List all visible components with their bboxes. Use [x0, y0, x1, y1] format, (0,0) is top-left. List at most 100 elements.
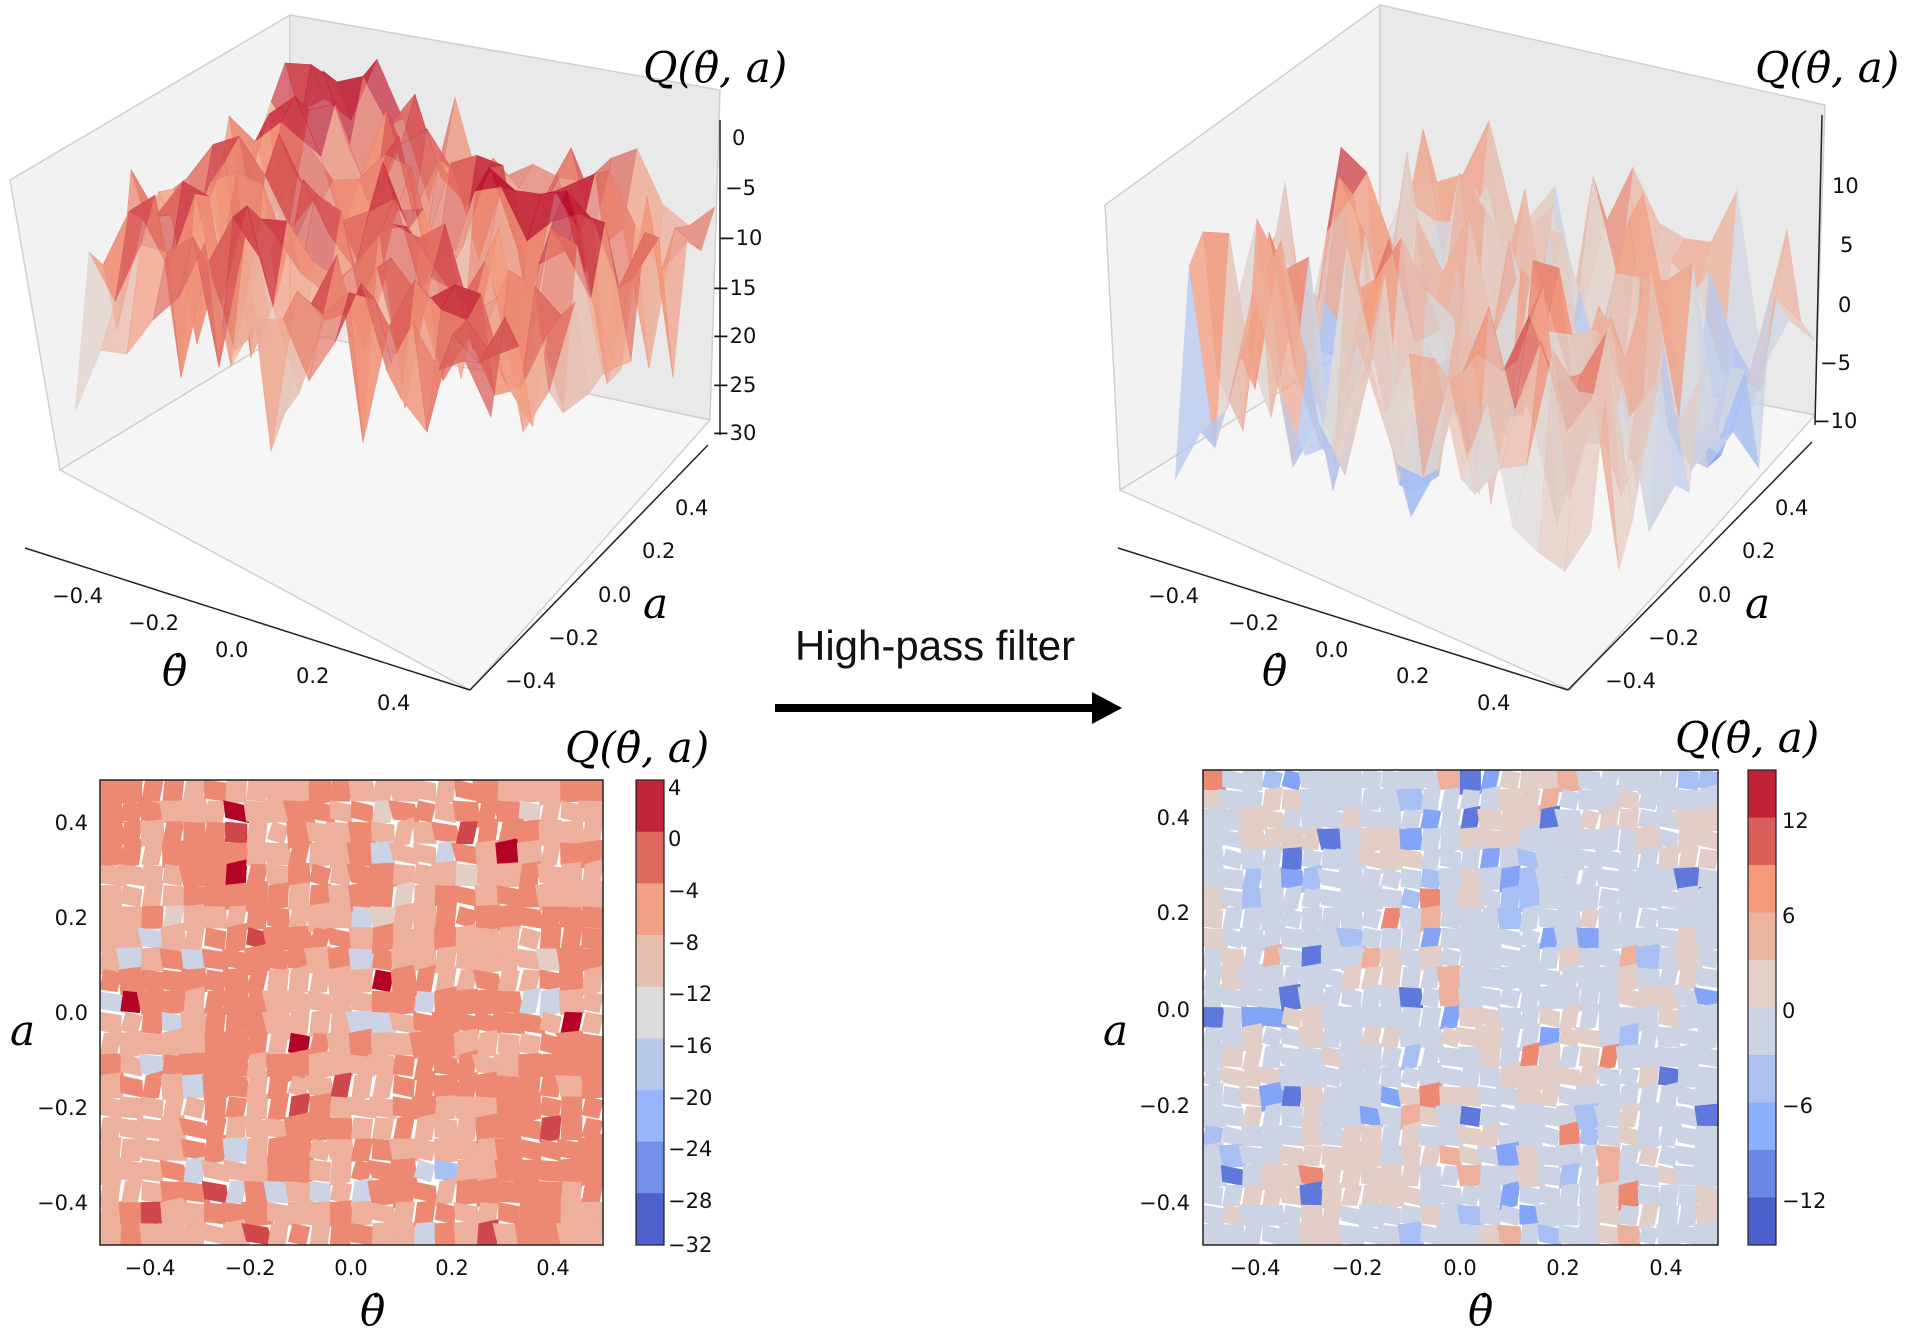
contour-cell	[348, 927, 376, 950]
contour-cell	[497, 1201, 520, 1225]
x-tick: 0.4	[1649, 1256, 1682, 1280]
colorbar-level	[636, 1193, 664, 1246]
contour-cell	[1241, 1184, 1264, 1207]
contour-cell	[1440, 848, 1462, 870]
x-tick: 0.0	[334, 1256, 367, 1280]
contour-cell	[118, 1202, 145, 1225]
contour-cell	[371, 1117, 395, 1140]
z-tick: −15	[712, 276, 756, 300]
contour-cell	[1479, 986, 1501, 1009]
contour-cell	[1340, 1184, 1363, 1207]
contour-cell	[1459, 843, 1482, 875]
contour-cell	[1400, 1043, 1422, 1071]
contour-cell	[560, 1096, 583, 1119]
contour-cell	[308, 1138, 332, 1162]
contour-cell	[1694, 1142, 1718, 1169]
y-tick: 0.4	[1775, 496, 1808, 520]
contour-cell	[120, 1054, 143, 1077]
contour-cell	[1359, 885, 1383, 913]
contour-cell	[225, 821, 248, 845]
contour-cell	[581, 927, 603, 950]
contour-cell	[579, 1049, 603, 1082]
x-tick: 0.2	[1396, 664, 1429, 688]
contour-cell	[1380, 1085, 1402, 1108]
contour-cell	[1539, 907, 1561, 929]
contour-cell	[1479, 847, 1501, 871]
contour-cell	[452, 800, 482, 823]
contour-cell	[1694, 1161, 1718, 1190]
contour-cell	[1437, 1125, 1464, 1147]
contour-cell	[1420, 1224, 1442, 1245]
contour-cell	[1320, 808, 1343, 831]
contour-cell	[1321, 1145, 1343, 1167]
contour-cell	[1618, 808, 1640, 831]
contour-cell	[120, 1159, 143, 1183]
colorbar-title: Q(θ̇, a)	[1675, 713, 1819, 762]
x-axis-right: −0.4 −0.2 0.0 0.2 0.4 θ̇	[1117, 547, 1569, 715]
contour-cell	[183, 821, 206, 845]
contour-cell	[413, 780, 437, 802]
contour-cell	[1280, 927, 1304, 949]
contour-cell	[1261, 1224, 1283, 1245]
contour-cell	[1377, 1224, 1405, 1245]
contour-cell	[555, 1222, 588, 1245]
contour-cell	[413, 990, 437, 1014]
contour-cell	[518, 860, 541, 890]
contour-cell	[1575, 848, 1603, 870]
x-ticks-right: −0.4 −0.2 0.0 0.2 0.4	[1230, 1256, 1683, 1280]
colorbar-level	[1748, 1197, 1776, 1246]
contour-cell	[1618, 770, 1640, 793]
colorbar-level	[636, 1038, 664, 1091]
contour-cell	[181, 968, 208, 994]
contour-fill-right	[1203, 770, 1718, 1245]
contour-cell	[1241, 770, 1263, 796]
contour-cell	[141, 842, 164, 866]
surface-facet	[1718, 369, 1760, 469]
x-tick: 0.4	[536, 1256, 569, 1280]
contour-cell	[1360, 947, 1383, 969]
contour-cell	[140, 1201, 165, 1226]
contour-cell	[1261, 786, 1283, 813]
contour-cell	[1596, 1125, 1622, 1147]
contour-cell	[1360, 1042, 1382, 1071]
arrow-label: High-pass filter	[795, 622, 1075, 669]
contour-cell	[183, 1096, 206, 1119]
contour-cell	[497, 948, 520, 971]
contour-cell	[1693, 986, 1718, 1008]
contour-cell	[1400, 962, 1422, 994]
contour-cell	[539, 1115, 562, 1143]
contour-cell	[100, 800, 125, 823]
contour-cell	[1281, 907, 1303, 930]
colorbar-level	[1748, 960, 1776, 1008]
contour-cell	[1301, 827, 1323, 851]
colorbar-tick: 4	[668, 776, 681, 800]
contour-cell	[1380, 1046, 1402, 1068]
contour-cell	[1380, 947, 1403, 969]
contour-cell	[1420, 967, 1442, 989]
contour-cell	[118, 966, 145, 996]
contour-cell	[284, 925, 314, 952]
contour-cell	[1539, 1184, 1561, 1207]
contour-cell	[1281, 1105, 1303, 1127]
z-axis-left: 0 −5 −10 −15 −20 −25 −30 Q(θ̇, a)	[643, 43, 787, 445]
contour-cell	[1358, 1201, 1384, 1229]
contour-cell	[1338, 1006, 1365, 1029]
y-axis-title: a	[643, 579, 668, 628]
contour-cell	[1300, 1204, 1323, 1226]
contour-cell	[560, 1011, 583, 1035]
colorbar-right: Q(θ̇, a) 12 6 0 −6 −12	[1675, 713, 1826, 1246]
contour-cell	[1281, 1006, 1303, 1029]
x-axis-title: θ̇	[1468, 1286, 1493, 1335]
contour-cell	[243, 800, 272, 823]
contour-cell	[1519, 1184, 1541, 1207]
contour-cell	[392, 1201, 416, 1226]
contour-cell	[494, 1137, 523, 1163]
contour-cell	[1241, 888, 1264, 910]
contour-cell	[288, 1201, 311, 1226]
contour-cell	[1439, 1165, 1462, 1187]
contour-cell	[100, 1096, 122, 1119]
contour-cell	[1360, 788, 1382, 811]
contour-cell	[1657, 1204, 1680, 1226]
contour-cell	[1420, 808, 1442, 831]
contour-cell	[1598, 1026, 1620, 1048]
